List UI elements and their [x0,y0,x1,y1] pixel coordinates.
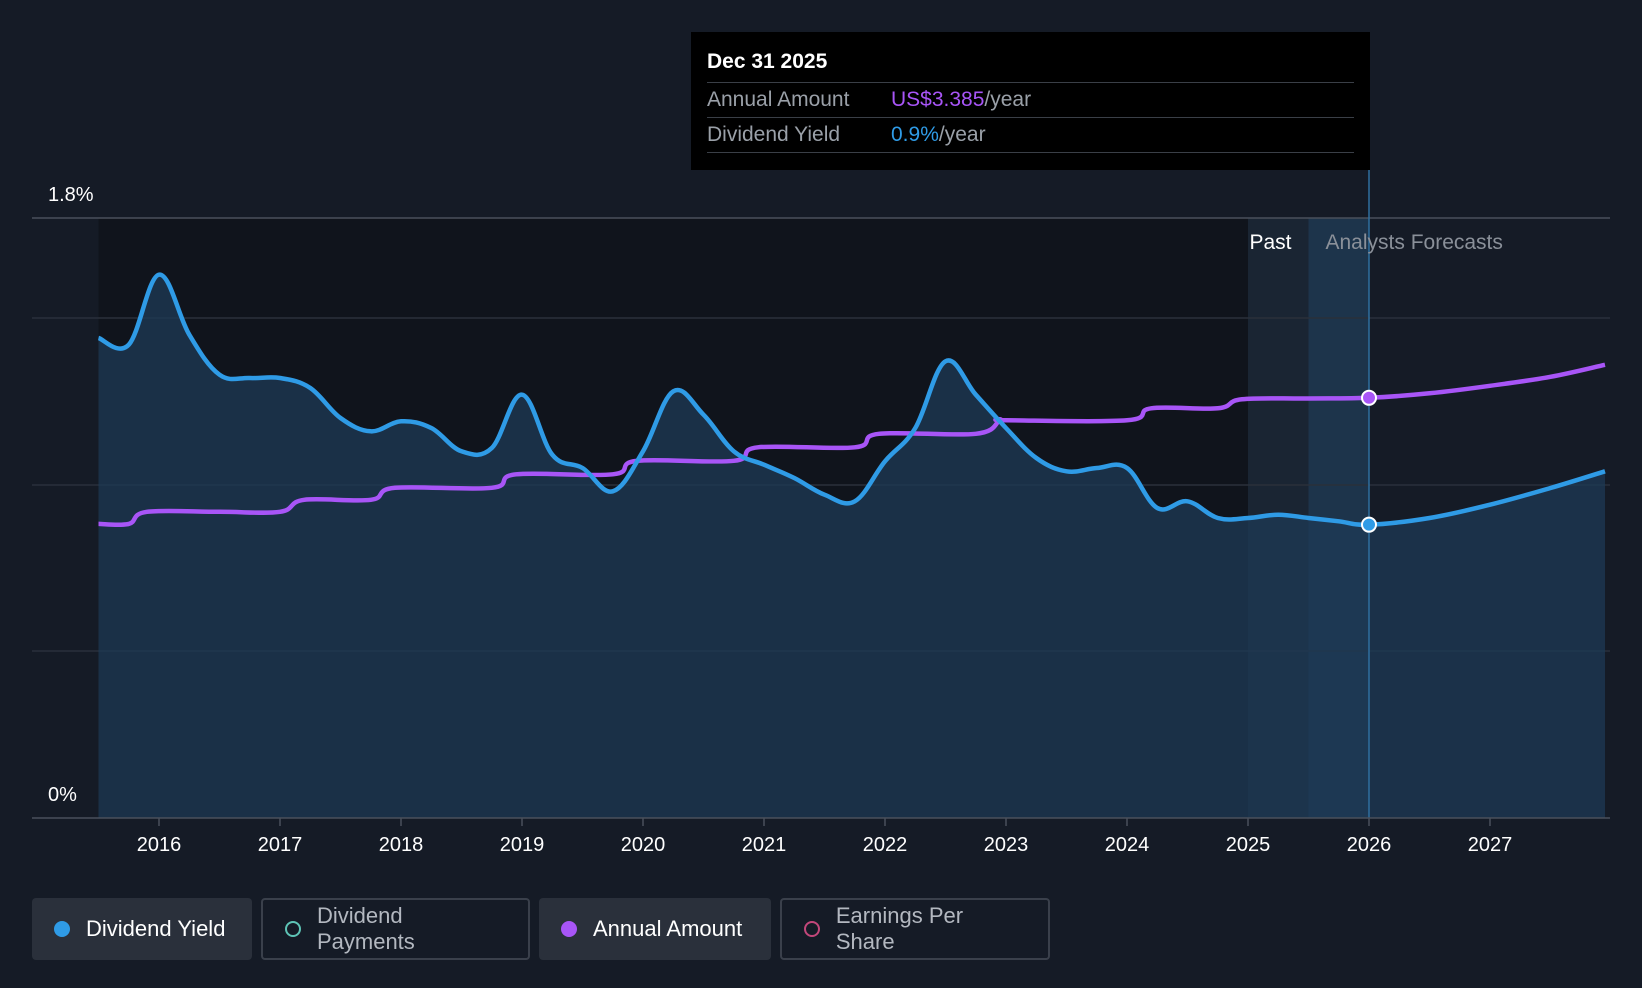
x-tick-label: 2027 [1468,834,1513,856]
legend-annual-amount-label: Annual Amount [593,916,743,941]
tooltip-amount-label: Annual Amount [707,88,850,111]
earnings-per-share-ring-icon [804,921,820,937]
annual-amount-dot-icon [561,921,577,937]
tooltip-yield-value: 0.9% [891,123,939,146]
legend-dividend-payments-label: Dividend Payments [316,903,415,954]
dividend-yield-line [97,272,1606,528]
x-axis-ticks: 2016 2017 2018 2019 2020 2021 2022 2023 2024 2025… [137,818,1513,856]
past-label: Past [1249,231,1291,254]
legend-dividend-yield-label: Dividend Yield [86,916,226,941]
tooltip-yield-label: Dividend Yield [707,123,841,146]
tooltip-amount-unit: /year [984,88,1032,111]
legend: Dividend Yield Dividend Payments Annual … [32,898,1050,960]
legend-annual-amount[interactable]: Annual Amount [539,898,771,960]
x-tick-label: 2020 [621,834,666,856]
legend-earnings-per-share-label: Earnings Per Share [835,903,964,954]
x-tick-label: 2019 [500,834,545,856]
dividend-yield-marker[interactable] [1361,516,1377,533]
x-tick-label: 2018 [379,834,424,856]
tooltip-amount-row: Annual Amount US$3.385 /year [707,83,1354,118]
analysts-forecasts-label: Analysts Forecasts [1326,231,1503,254]
x-tick-label: 2022 [863,834,908,856]
x-tick-label: 2026 [1347,834,1392,856]
x-tick-label: 2021 [742,834,787,856]
x-tick-label: 2017 [258,834,303,856]
legend-earnings-per-share[interactable]: Earnings Per Share [780,898,1050,960]
legend-dividend-yield[interactable]: Dividend Yield [32,898,252,960]
annual-amount-marker[interactable] [1361,389,1377,406]
x-tick-label: 2024 [1105,834,1150,856]
y-tick-label-top: 1.8% [48,184,94,206]
dividend-payments-ring-icon [285,921,301,937]
annual-amount-line [98,362,1606,528]
tooltip-yield-unit: /year [938,123,986,146]
tooltip-date: Dec 31 2025 [707,46,1354,83]
x-tick-label: 2023 [984,834,1029,856]
dividend-yield-dot-icon [54,921,70,937]
tooltip: Dec 31 2025 Annual Amount US$3.385 /year… [691,32,1370,170]
x-tick-label: 2016 [137,834,182,856]
tooltip-yield-row: Dividend Yield 0.9% /year [707,118,1354,153]
legend-dividend-payments[interactable]: Dividend Payments [261,898,530,960]
y-tick-label-bottom: 0% [48,784,77,806]
tooltip-amount-value: US$3.385 [891,88,985,111]
x-tick-label: 2025 [1226,834,1271,856]
dividend-yield-area [98,274,1605,819]
